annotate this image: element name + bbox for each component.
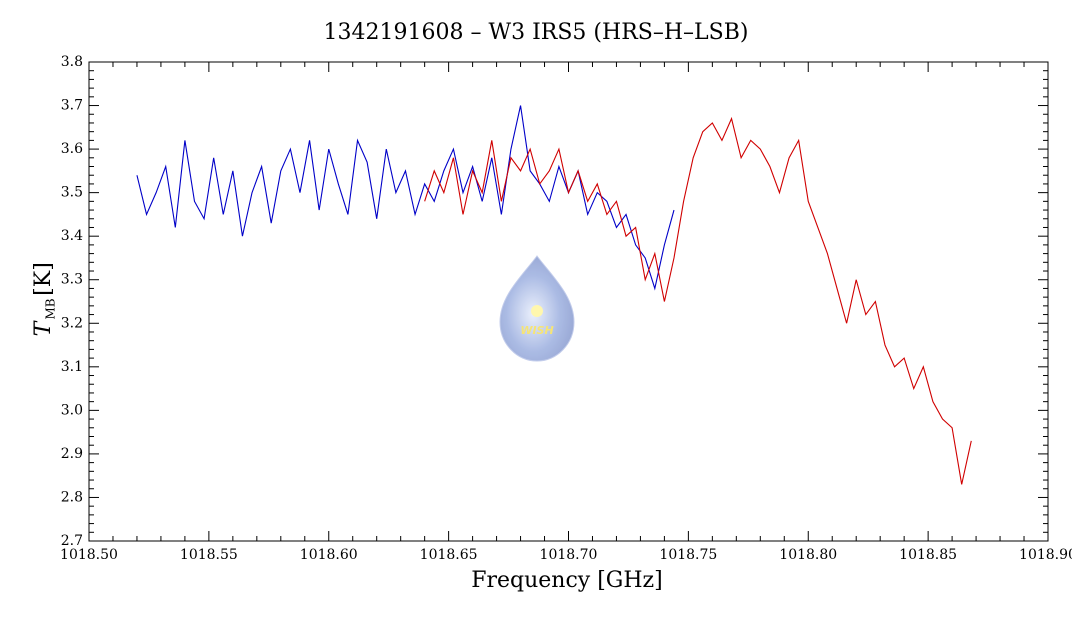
y-tick-label: 3.7 [61, 98, 83, 114]
y-tick-label: 3.2 [61, 315, 83, 331]
x-tick-label: 1018.60 [300, 547, 358, 563]
y-tick-label: 3.8 [61, 54, 83, 70]
y-label-symbol: T [31, 319, 56, 336]
spectrum-line [136, 105, 675, 291]
spectrum-line [424, 116, 972, 485]
y-tick-label: 3.1 [61, 359, 83, 375]
y-tick-label: 3.6 [61, 141, 83, 157]
y-tick-label: 2.7 [61, 533, 83, 549]
y-tick-label: 3.5 [61, 185, 83, 201]
y-tick-label: 2.8 [61, 489, 83, 505]
x-tick-label: 1018.50 [60, 547, 118, 563]
y-label-subscript: MB [44, 298, 58, 319]
y-tick-label: 3.4 [61, 228, 83, 244]
x-axis-label: Frequency [GHz] [471, 568, 663, 593]
x-tick-label: 1018.85 [899, 547, 957, 563]
logo-star [531, 305, 543, 317]
x-tick-label: 1018.65 [420, 547, 478, 563]
y-tick-label: 3.3 [61, 272, 83, 288]
x-tick-label: 1018.75 [659, 547, 717, 563]
x-tick-label: 1018.55 [180, 547, 238, 563]
y-tick-label: 2.9 [61, 446, 83, 462]
x-tick-label: 1018.80 [779, 547, 837, 563]
y-label-unit: [K] [31, 262, 56, 296]
x-tick-label: 1018.70 [540, 547, 598, 563]
y-tick-label: 3.0 [61, 402, 83, 418]
logo: WISH [499, 255, 575, 362]
logo-text: WISH [520, 324, 553, 337]
x-tick-label: 1018.90 [1019, 547, 1072, 563]
y-axis-label: T MB [K] [31, 262, 58, 336]
chart-title: 1342191608 – W3 IRS5 (HRS–H–LSB) [324, 20, 749, 45]
